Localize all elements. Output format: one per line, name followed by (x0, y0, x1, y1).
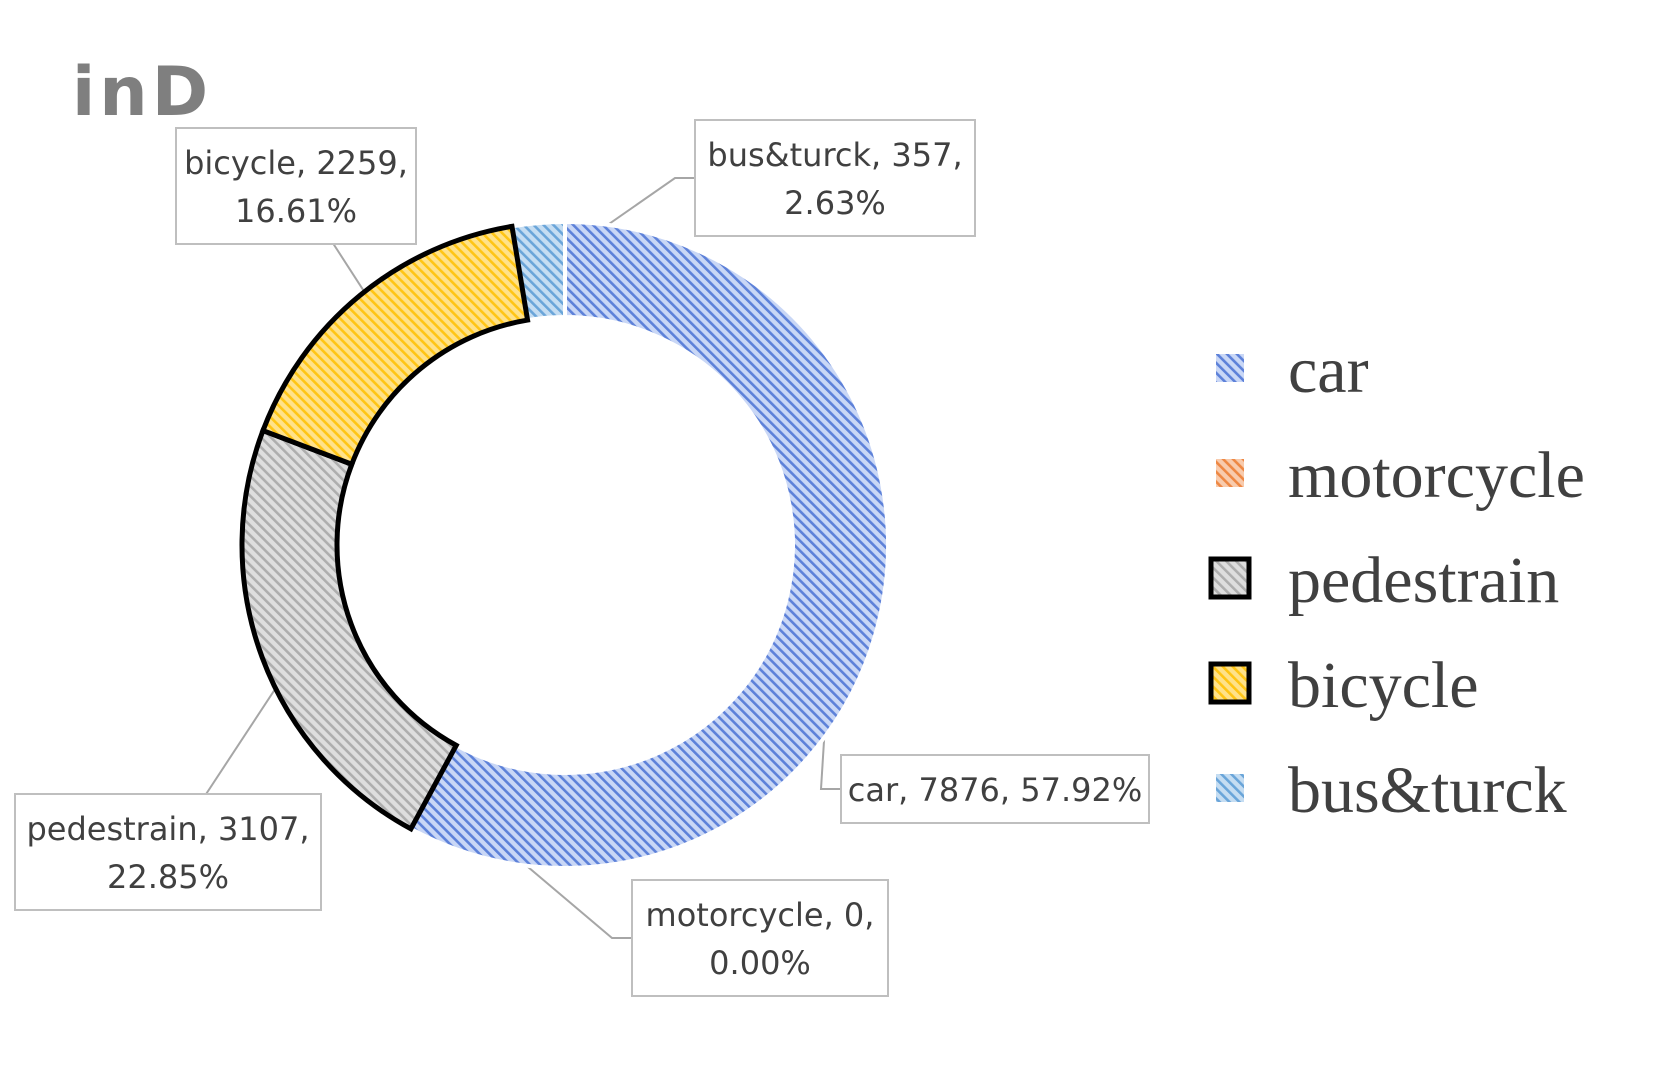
legend-label: motorcycle (1288, 439, 1585, 512)
data-label-text: car, 7876, 57.92% (848, 771, 1143, 809)
data-label-box (694, 119, 976, 237)
data-label-motorcycle: motorcycle, 0, 0.00% (631, 879, 889, 997)
legend-swatch (1216, 774, 1244, 802)
legend-swatch (1216, 354, 1244, 382)
data-label-pedestrain: pedestrain, 3107, 22.85% (14, 793, 322, 911)
slice-pedestrain (239, 427, 460, 833)
chart-title: inD (72, 53, 212, 132)
legend-swatch (1216, 459, 1244, 487)
data-labels: car, 7876, 57.92% motorcycle, 0, 0.00% pede… (14, 119, 1150, 997)
data-label-bus-turck: bus&turck, 357, 2.63% (694, 119, 976, 237)
legend-label: pedestrain (1288, 544, 1559, 617)
data-label-text: 16.61% (235, 192, 357, 230)
legend-label: bus&turck (1288, 754, 1567, 827)
legend-item-pedestrain: pedestrain (1208, 544, 1559, 617)
legend-label: car (1288, 334, 1369, 407)
data-label-bicycle: bicycle, 2259, 16.61% (175, 127, 417, 245)
legend-swatch (1208, 661, 1252, 705)
data-label-text: motorcycle, 0, (646, 896, 875, 934)
legend-item-bicycle: bicycle (1208, 649, 1479, 722)
data-label-box (175, 127, 417, 245)
data-label-text: bicycle, 2259, (184, 144, 408, 182)
legend-label: bicycle (1288, 649, 1479, 722)
doughnut-slices (239, 219, 890, 870)
data-label-text: pedestrain, 3107, (26, 810, 309, 848)
data-label-box (14, 793, 322, 911)
data-label-text: bus&turck, 357, (707, 136, 962, 174)
legend: car motorcycle pedestrain bicycle bus&turck (1208, 334, 1585, 827)
data-label-car: car, 7876, 57.92% (840, 754, 1150, 824)
legend-item-motorcycle: motorcycle (1216, 439, 1585, 512)
legend-item-bus-turck: bus&turck (1216, 754, 1567, 827)
data-label-text: 2.63% (784, 184, 886, 222)
legend-item-car: car (1216, 334, 1369, 407)
legend-swatch (1208, 556, 1252, 600)
data-label-text: 22.85% (107, 858, 229, 896)
data-label-box (631, 879, 889, 997)
slice-car (408, 219, 890, 870)
data-label-text: 0.00% (709, 944, 811, 982)
data-label-box (840, 754, 1150, 824)
slice-bicycle (259, 223, 531, 468)
